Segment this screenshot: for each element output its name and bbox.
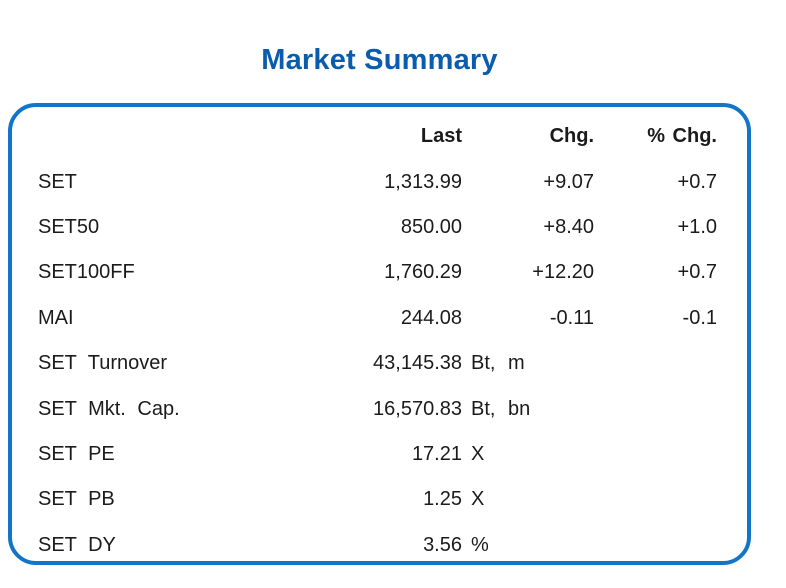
- table-row: SET PE 17.21 X: [38, 432, 717, 477]
- row-change-value: +8.40: [543, 215, 594, 238]
- page-title: Market Summary: [261, 44, 498, 76]
- summary-card: Last Chg. % Chg. SET 1,313.99 +9.07 +0.7…: [8, 103, 751, 565]
- row-label: SET Turnover: [38, 352, 168, 375]
- table-row: SET50 850.00 +8.40 +1.0: [38, 205, 717, 250]
- row-label: SET: [38, 170, 77, 193]
- header-pct-chg: % Chg.: [647, 125, 717, 148]
- table-row: SET DY 3.56 %: [38, 523, 717, 561]
- table-row: SET Turnover 43,145.38 Bt, m: [38, 341, 717, 386]
- table-row: SET100FF 1,760.29 +12.20 +0.7: [38, 250, 717, 295]
- row-last-value: 17.21: [411, 442, 462, 465]
- row-pct-change-value: +1.0: [677, 215, 717, 238]
- summary-table-body: SET 1,313.99 +9.07 +0.7 SET50 850.00 +8.…: [38, 159, 717, 561]
- row-pct-change-value: +0.7: [677, 170, 717, 193]
- row-unit-suffix: X: [471, 442, 485, 465]
- row-unit-suffix: Bt, bn: [471, 397, 531, 420]
- table-row: MAI 244.08 -0.11 -0.1: [38, 296, 717, 341]
- row-last-value: 1,313.99: [384, 170, 462, 193]
- row-last-value: 1.25: [423, 488, 462, 511]
- row-label: SET DY: [38, 533, 116, 556]
- row-unit-suffix: %: [471, 533, 489, 556]
- row-label: MAI: [38, 306, 74, 329]
- header-chg: Chg.: [549, 125, 594, 148]
- row-label: SET PE: [38, 442, 115, 465]
- table-row: SET 1,313.99 +9.07 +0.7: [38, 159, 717, 204]
- row-label: SET100FF: [38, 261, 135, 284]
- row-change-value: -0.11: [549, 306, 594, 329]
- table-row: SET PB 1.25 X: [38, 477, 717, 522]
- row-label: SET PB: [38, 488, 115, 511]
- row-unit-suffix: X: [471, 488, 485, 511]
- row-unit-suffix: Bt, m: [471, 352, 525, 375]
- row-pct-change-value: -0.1: [682, 306, 717, 329]
- row-last-value: 244.08: [400, 306, 462, 329]
- header-last: Last: [420, 125, 462, 148]
- row-label: SET50: [38, 215, 100, 238]
- table-row: SET Mkt. Cap. 16,570.83 Bt, bn: [38, 386, 717, 431]
- table-header-row: Last Chg. % Chg.: [38, 114, 717, 159]
- row-last-value: 16,570.83: [373, 397, 462, 420]
- row-pct-change-value: +0.7: [677, 261, 717, 284]
- row-last-value: 1,760.29: [384, 261, 462, 284]
- row-change-value: +9.07: [543, 170, 594, 193]
- row-last-value: 3.56: [423, 533, 462, 556]
- row-last-value: 43,145.38: [373, 352, 462, 375]
- row-last-value: 850.00: [400, 215, 462, 238]
- row-label: SET Mkt. Cap.: [38, 397, 180, 420]
- row-change-value: +12.20: [532, 261, 594, 284]
